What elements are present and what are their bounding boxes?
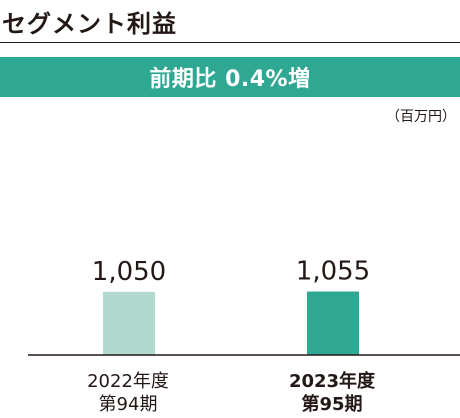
x-label-2023: 2023年度 第95期 <box>262 370 402 416</box>
x-label-period: 第95期 <box>301 394 363 415</box>
x-label-period: 第94期 <box>98 394 158 415</box>
data-label: 1,050 <box>92 257 166 287</box>
bar-2023年度 <box>307 291 359 355</box>
x-label-year: 2023年度 <box>288 371 376 392</box>
data-label: 1,055 <box>296 257 370 287</box>
x-label-year: 2022年度 <box>87 371 169 392</box>
chart-title: セグメント利益 <box>2 10 177 38</box>
unit-label: （百万円） <box>386 109 456 125</box>
title-rule <box>0 42 460 43</box>
growth-banner: 前期比 0.4%増 <box>0 57 460 97</box>
bar-2022年度 <box>103 291 155 355</box>
growth-banner-text: 前期比 0.4%増 <box>149 67 311 92</box>
x-label-2022: 2022年度 第94期 <box>58 370 198 416</box>
